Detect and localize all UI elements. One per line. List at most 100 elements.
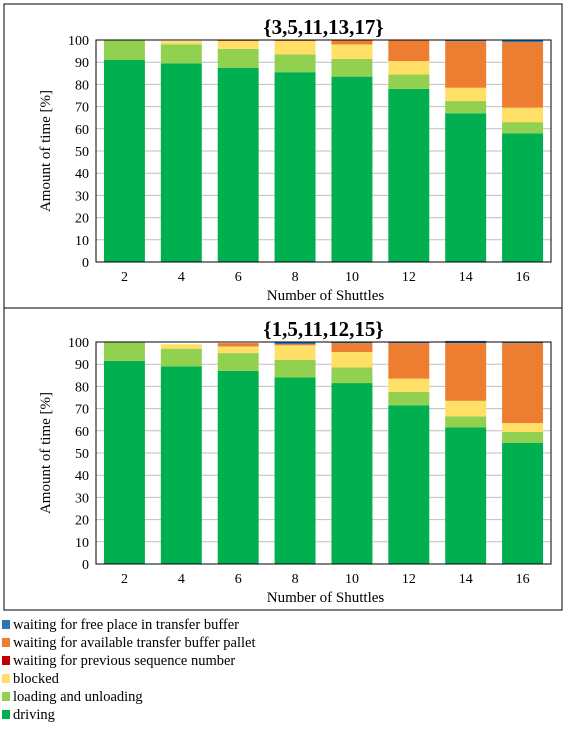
bar-loading-and-unloading-10 — [331, 367, 373, 384]
y-tick-label: 60 — [75, 425, 89, 440]
bar-waiting-for-available-transfer-buffer-pallet-8 — [274, 344, 316, 346]
y-tick-label: 10 — [75, 234, 89, 249]
legend-label-blocked: blocked — [13, 671, 59, 687]
y-tick-label: 80 — [75, 78, 89, 93]
x-tick-label: 8 — [292, 270, 299, 285]
x-tick-label: 2 — [121, 572, 128, 587]
bar-loading-and-unloading-4 — [160, 348, 202, 367]
bar-waiting-for-available-transfer-buffer-pallet-10 — [331, 343, 373, 352]
x-tick-label: 8 — [292, 572, 299, 587]
bar-loading-and-unloading-14 — [445, 416, 487, 428]
x-tick-label: 2 — [121, 270, 128, 285]
bar-blocked-4 — [160, 344, 202, 349]
bar-driving-12 — [388, 405, 430, 564]
legend-label-free-place: waiting for free place in transfer buffe… — [13, 617, 239, 633]
bar-waiting-for-free-place-in-transfer-buffer-14 — [445, 40, 487, 42]
bar-loading-and-unloading-16 — [502, 122, 544, 134]
bar-blocked-16 — [502, 107, 544, 123]
bar-blocked-8 — [274, 41, 316, 55]
bar-driving-8 — [274, 72, 316, 262]
bar-driving-4 — [160, 366, 202, 564]
y-tick-label: 80 — [75, 380, 89, 395]
bar-blocked-10 — [331, 44, 373, 59]
x-axis-label: Number of Shuttles — [267, 590, 385, 606]
x-tick-label: 6 — [235, 572, 242, 587]
bar-loading-and-unloading-12 — [388, 74, 430, 89]
legend-item-available-pallet: waiting for available transfer buffer pa… — [2, 634, 256, 652]
x-tick-label: 16 — [516, 572, 530, 587]
bar-waiting-for-free-place-in-transfer-buffer-8 — [274, 342, 316, 345]
bar-blocked-10 — [331, 351, 373, 368]
bar-driving-10 — [331, 383, 373, 564]
bar-blocked-14 — [445, 400, 487, 417]
y-tick-label: 60 — [75, 123, 89, 138]
bar-driving-12 — [388, 88, 430, 262]
y-tick-label: 40 — [75, 167, 89, 182]
bar-waiting-for-free-place-in-transfer-buffer-16 — [502, 342, 544, 344]
bar-waiting-for-available-transfer-buffer-pallet-6 — [217, 343, 259, 347]
y-tick-label: 10 — [75, 536, 89, 551]
y-tick-label: 0 — [82, 256, 89, 271]
bar-waiting-for-available-transfer-buffer-pallet-16 — [502, 42, 544, 108]
chart-legend: waiting for free place in transfer buffe… — [2, 616, 256, 724]
y-tick-label: 30 — [75, 491, 89, 506]
bar-driving-14 — [445, 113, 487, 262]
bar-driving-16 — [502, 133, 544, 262]
bar-blocked-8 — [274, 345, 316, 360]
bar-loading-and-unloading-4 — [160, 44, 202, 64]
plot-area — [95, 39, 552, 263]
bar-waiting-for-free-place-in-transfer-buffer-10 — [331, 342, 373, 344]
legend-swatch-previous-seq — [2, 656, 10, 665]
bar-waiting-for-available-transfer-buffer-pallet-6 — [217, 40, 259, 42]
plot-area — [95, 341, 552, 565]
y-tick-label: 20 — [75, 514, 89, 529]
bar-blocked-6 — [217, 41, 259, 49]
bar-waiting-for-available-transfer-buffer-pallet-14 — [445, 343, 487, 401]
bar-waiting-for-available-transfer-buffer-pallet-8 — [274, 40, 316, 42]
legend-swatch-blocked — [2, 674, 10, 683]
legend-item-loading: loading and unloading — [2, 688, 256, 706]
legend-label-driving: driving — [13, 707, 55, 723]
bar-blocked-12 — [388, 61, 430, 75]
y-axis-label: Amount of time [%] — [38, 392, 54, 514]
y-tick-label: 0 — [82, 558, 89, 573]
bar-driving-2 — [103, 360, 145, 564]
bar-waiting-for-available-transfer-buffer-pallet-12 — [388, 40, 430, 62]
x-tick-label: 4 — [178, 270, 185, 285]
y-tick-label: 50 — [75, 447, 89, 462]
bar-waiting-for-available-transfer-buffer-pallet-16 — [502, 343, 544, 424]
bar-driving-16 — [502, 443, 544, 564]
bar-loading-and-unloading-6 — [217, 48, 259, 68]
bar-waiting-for-available-transfer-buffer-pallet-12 — [388, 343, 430, 379]
bar-driving-10 — [331, 76, 373, 262]
bar-blocked-12 — [388, 378, 430, 392]
bar-waiting-for-free-place-in-transfer-buffer-12 — [388, 342, 430, 344]
bar-waiting-for-available-transfer-buffer-pallet-10 — [331, 40, 373, 45]
y-tick-label: 30 — [75, 189, 89, 204]
y-tick-label: 100 — [68, 336, 89, 351]
bar-loading-and-unloading-10 — [331, 58, 373, 77]
legend-item-previous-seq: waiting for previous sequence number — [2, 652, 256, 670]
y-tick-label: 20 — [75, 212, 89, 227]
bar-blocked-4 — [160, 41, 202, 45]
bar-blocked-14 — [445, 87, 487, 102]
y-tick-label: 100 — [68, 34, 89, 49]
x-axis-label: Number of Shuttles — [267, 288, 385, 304]
y-tick-label: 90 — [75, 56, 89, 71]
x-tick-label: 10 — [345, 572, 359, 587]
bar-loading-and-unloading-6 — [217, 353, 259, 371]
legend-label-previous-seq: waiting for previous sequence number — [13, 653, 236, 669]
x-tick-label: 10 — [345, 270, 359, 285]
legend-label-loading: loading and unloading — [13, 689, 143, 705]
bar-blocked-6 — [217, 346, 259, 354]
y-tick-label: 50 — [75, 145, 89, 160]
chart-frame — [3, 307, 563, 611]
x-tick-label: 4 — [178, 572, 185, 587]
bar-loading-and-unloading-8 — [274, 359, 316, 378]
legend-swatch-loading — [2, 692, 10, 701]
bar-loading-and-unloading-8 — [274, 54, 316, 73]
y-tick-label: 90 — [75, 358, 89, 373]
legend-item-driving: driving — [2, 706, 256, 724]
x-tick-label: 6 — [235, 270, 242, 285]
